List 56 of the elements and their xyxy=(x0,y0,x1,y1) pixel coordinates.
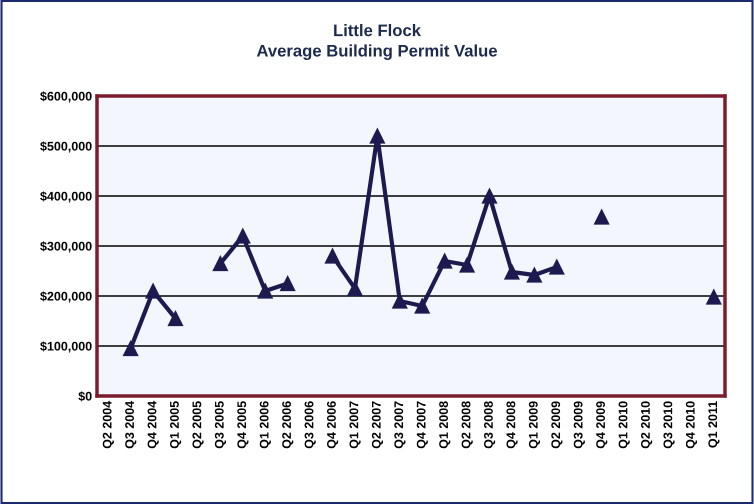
x-tick-label: Q1 2011 xyxy=(708,401,720,448)
point xyxy=(594,209,610,225)
point xyxy=(235,228,250,244)
point xyxy=(549,259,564,275)
y-tick-label: $400,000 xyxy=(40,191,92,202)
point xyxy=(706,289,722,305)
point xyxy=(437,253,452,269)
y-tick-label: $100,000 xyxy=(40,341,92,352)
x-tick-label: Q4 2009 xyxy=(596,401,608,448)
x-tick-label: Q4 2004 xyxy=(148,400,159,448)
y-tick-label: $500,000 xyxy=(40,141,92,152)
x-tick-label: Q1 2009 xyxy=(528,401,540,448)
point xyxy=(145,283,161,299)
point xyxy=(414,298,430,314)
x-tick-label: Q1 2005 xyxy=(170,401,182,448)
x-tick-label: Q2 2009 xyxy=(551,401,562,448)
x-tick-label: Q3 2004 xyxy=(125,400,136,448)
point xyxy=(347,280,363,296)
y-tick-label: $300,000 xyxy=(40,241,92,252)
x-tick-label: Q2 2007 xyxy=(372,401,384,448)
x-tick-label: Q4 2007 xyxy=(416,401,428,448)
point xyxy=(482,188,498,204)
y-tick-label: $600,000 xyxy=(40,91,92,102)
x-tick-label: Q4 2008 xyxy=(506,401,518,448)
point xyxy=(280,276,296,292)
x-tick-label: Q4 2010 xyxy=(686,401,698,448)
x-tick-label: Q2 2010 xyxy=(641,401,652,448)
y-tick-label: $0 xyxy=(78,391,92,402)
y-tick-label: $200,000 xyxy=(40,291,92,302)
point xyxy=(324,248,340,264)
x-tick-label: Q2 2005 xyxy=(192,401,204,448)
x-tick-label: Q4 2005 xyxy=(237,401,248,448)
x-tick-label: Q1 2007 xyxy=(349,401,361,448)
point xyxy=(258,283,273,299)
x-tick-label: Q3 2005 xyxy=(214,401,226,448)
point xyxy=(370,128,385,144)
point xyxy=(392,293,408,309)
point xyxy=(123,340,138,356)
point xyxy=(168,310,184,326)
chart-title: Little Flock Average Building Permit Value xyxy=(256,24,497,60)
point xyxy=(504,264,520,280)
point xyxy=(212,256,228,272)
x-tick-label: Q2 2006 xyxy=(282,401,294,448)
x-tick-label: Q4 2006 xyxy=(327,401,338,448)
x-tick-label: Q2 2008 xyxy=(462,401,473,448)
x-tick-label: Q1 2006 xyxy=(260,401,271,448)
x-tick-label: Q1 2010 xyxy=(618,401,630,448)
point xyxy=(459,257,475,273)
point xyxy=(526,267,542,283)
x-tick-label: Q3 2009 xyxy=(574,401,585,448)
x-tick-label: Q2 2004 xyxy=(102,400,114,448)
x-tick-label: Q3 2007 xyxy=(394,401,406,448)
x-tick-label: Q1 2008 xyxy=(439,401,450,448)
x-tick-label: Q3 2010 xyxy=(663,401,675,448)
x-tick-label: Q3 2008 xyxy=(484,401,496,448)
x-tick-label: Q3 2006 xyxy=(304,401,316,448)
